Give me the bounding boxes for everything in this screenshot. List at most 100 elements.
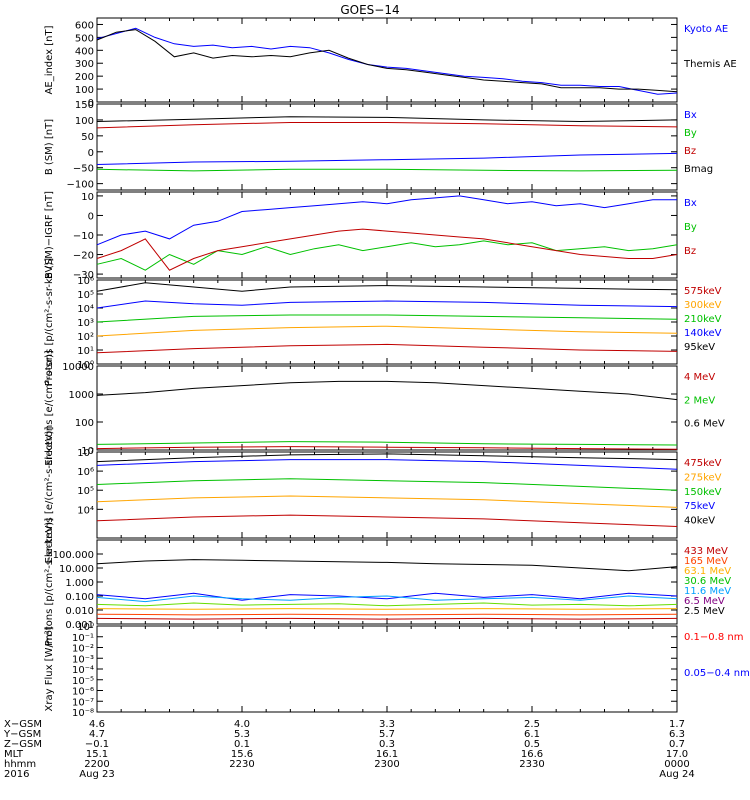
footer-value: 2200 <box>84 759 109 770</box>
series-line-0.6-mev <box>96 380 678 401</box>
y-tick-label: 10 <box>81 192 94 203</box>
y-tick-label: 10⁻⁴ <box>72 665 94 676</box>
y-tick-label: 0.100 <box>65 592 94 603</box>
legend-entry: Bx <box>684 110 697 121</box>
panel-frame <box>96 539 678 625</box>
series-line-kyoto-ae <box>96 27 678 95</box>
y-tick-label: 10⁰ <box>77 622 94 633</box>
panel-protons_low: 10⁰ 10¹ 10² 10³ 10⁴ 10⁵ 10⁶ Protons [p/(cm²-s-s… <box>44 258 722 386</box>
series-line-210kev <box>96 314 678 323</box>
series-line-433-mev <box>96 617 678 620</box>
footer-row-label: Y−GSM <box>3 729 41 740</box>
footer-value: 16.1 <box>376 749 398 760</box>
panel-frame <box>96 625 678 713</box>
y-axis-label: AE_index [nT] <box>44 25 55 94</box>
y-tick-label: 10⁻⁶ <box>72 687 94 698</box>
series-line-63.1-mev <box>96 608 678 610</box>
footer-value: 2230 <box>229 759 254 770</box>
footer-value: 5.7 <box>379 729 395 740</box>
y-tick-label: 10⁵ <box>77 290 94 301</box>
series-line-275kev <box>96 495 678 508</box>
footer-value: 0.1 <box>234 739 250 750</box>
series-line-165-mev <box>96 613 678 616</box>
y-tick-label: 10⁵ <box>77 486 94 497</box>
series-line-bz <box>96 228 678 271</box>
y-tick-label: 0 <box>88 98 94 109</box>
y-tick-label: 0 <box>88 211 94 222</box>
y-tick-label: 300 <box>75 59 94 70</box>
footer-value: −0.1 <box>85 739 109 750</box>
footer-value: 15.1 <box>86 749 108 760</box>
legend-entry: 11.6 MeV <box>684 586 731 597</box>
series-line-150kev <box>96 478 678 491</box>
series-line-475kev <box>96 514 678 527</box>
footer-value: Aug 24 <box>659 769 694 780</box>
y-tick-label: 0.010 <box>65 606 94 617</box>
footer-row-label: MLT <box>4 749 24 760</box>
series-line-575kev <box>96 343 678 354</box>
y-tick-label: 10⁴ <box>77 505 94 516</box>
y-tick-label: 1000 <box>69 390 94 401</box>
y-tick-label: 10⁶ <box>77 276 94 287</box>
y-tick-label: 10¹ <box>77 346 94 357</box>
legend-entry: 475keV <box>684 458 722 469</box>
footer-value: 15.6 <box>231 749 253 760</box>
legend-entry: 575keV <box>684 286 722 297</box>
footer-value: 6.1 <box>524 729 540 740</box>
y-tick-label: 500 <box>75 33 94 44</box>
series-line-140kev <box>96 300 678 309</box>
y-axis-label: Protons [p/(cm²-s-sr-keV)] <box>44 258 55 386</box>
footer-value: 3.3 <box>379 719 395 730</box>
legend-entry: 40keV <box>684 516 715 527</box>
y-tick-label: 10.000 <box>59 564 94 575</box>
y-tick-label: 10⁻³ <box>72 654 94 665</box>
series-line-300kev <box>96 325 678 337</box>
legend-entry: 275keV <box>684 472 722 483</box>
y-tick-label: −30 <box>73 270 94 281</box>
series-line-bx <box>96 152 678 165</box>
y-tick-label: 10⁻¹ <box>72 633 94 644</box>
y-axis-label: Protons [p/(cm²-s-sr-keV)] <box>44 518 55 646</box>
legend-entry: Bx <box>684 198 697 209</box>
series-line-30.6-mev <box>96 602 678 607</box>
series-line-95kev <box>96 282 678 292</box>
legend-entry: 165 MeV <box>684 556 728 567</box>
legend-entry: 140keV <box>684 328 722 339</box>
footer-value: 2300 <box>374 759 399 770</box>
y-tick-label: 100 <box>75 85 94 96</box>
series-line-themis-ae <box>96 29 678 93</box>
footer-value: 2330 <box>519 759 544 770</box>
series-line-11.6-mev <box>96 595 678 603</box>
y-tick-label: −50 <box>73 164 94 175</box>
series-line-bmag <box>96 116 678 123</box>
footer-value: 0.5 <box>524 739 540 750</box>
legend-entry: Bz <box>684 246 696 257</box>
panel-electrons_mev: 10 100 1000 10000 Electrons [e/(cm²-s-sr)] 4 … <box>44 350 725 466</box>
footer-value: 0000 <box>664 759 689 770</box>
y-tick-label: 400 <box>75 46 94 57</box>
y-axis-label: Electrons [e/(cm²-s-sr)] <box>44 350 55 466</box>
legend-entry: 95keV <box>684 342 715 353</box>
series-line-40kev <box>96 453 678 463</box>
y-axis-label: B (SM) [nT] <box>44 119 55 175</box>
y-tick-label: 10⁻⁷ <box>72 697 94 708</box>
footer-value: 16.6 <box>521 749 543 760</box>
y-tick-label: 100 <box>75 116 94 127</box>
panel-electrons_kev: 10⁴ 10⁵ 10⁶ 10⁷ Electrons [e/(cm²-s-sr-keV)]… <box>44 426 722 563</box>
legend-entry: Bmag <box>684 164 713 175</box>
y-tick-label: 0.001 <box>65 620 94 631</box>
panel-frame <box>96 279 678 365</box>
footer-value: Aug 23 <box>79 769 114 780</box>
legend-entry: 4 MeV <box>684 372 715 383</box>
y-tick-label: 1.000 <box>65 578 94 589</box>
legend-entry: 433 MeV <box>684 546 728 557</box>
y-axis-label: Xray Flux [W/m²] <box>44 626 55 711</box>
series-line-6.5-mev <box>96 592 678 601</box>
series-line-by <box>96 168 678 172</box>
footer-value: 4.0 <box>234 719 250 730</box>
panel-ae: 0 100 200 300 400 500 600 AE_index [nT] Kyoto AE… <box>44 17 737 109</box>
series-line-bz <box>96 122 678 129</box>
y-tick-label: 10² <box>77 332 94 343</box>
